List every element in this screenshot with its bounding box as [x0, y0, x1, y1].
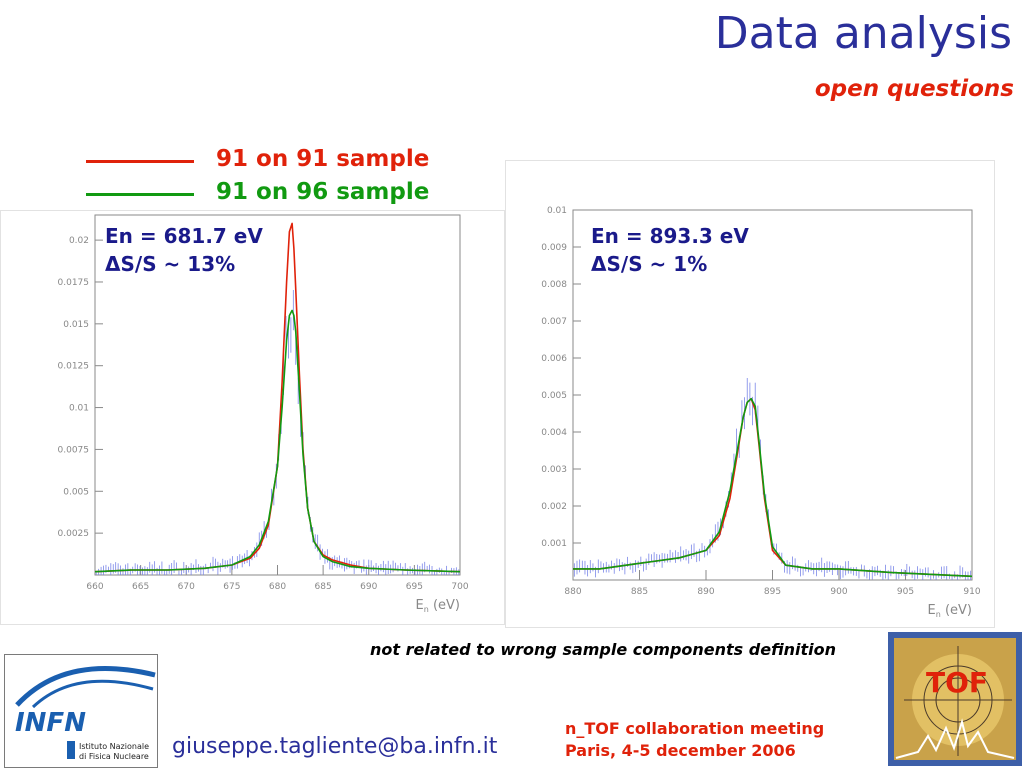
y-tick-label: 0.0025: [58, 529, 90, 539]
ntof-logo: TOF: [888, 632, 1022, 766]
y-tick-label: 0.007: [541, 317, 567, 327]
x-tick-label: 895: [764, 587, 781, 597]
x-tick-label: 665: [132, 582, 149, 592]
x-tick-label: 660: [86, 582, 103, 592]
x-tick-label: 680: [269, 582, 286, 592]
annotation-delta: ΔS/S ~ 13%: [105, 252, 236, 276]
y-tick-label: 0.0125: [58, 362, 90, 372]
annotation-energy: En = 681.7 eV: [105, 224, 263, 248]
ntof-logo-graphic: TOF: [888, 632, 1022, 766]
ntof-logo-text: TOF: [926, 666, 988, 699]
x-tick-label: 910: [963, 587, 980, 597]
author-email: giuseppe.tagliente@ba.infn.it: [172, 734, 498, 759]
series-line-91-on-96: [94, 309, 461, 573]
infn-logo-sub2: di Fisica Nucleare: [79, 752, 149, 761]
infn-logo-sub1: Istituto Nazionale: [79, 742, 149, 751]
chart-panel-frame: [0, 210, 505, 625]
x-tick-label: 675: [223, 582, 240, 592]
x-tick-label: 885: [631, 587, 648, 597]
annotation-energy: En = 893.3 eV: [591, 224, 749, 248]
x-tick-label: 670: [178, 582, 195, 592]
y-tick-label: 0.002: [541, 502, 567, 512]
y-tick-label: 0.0175: [58, 278, 90, 288]
y-tick-label: 0.003: [541, 465, 567, 475]
y-tick-label: 0.008: [541, 280, 567, 290]
infn-logo-text: INFN: [15, 708, 86, 738]
y-tick-label: 0.02: [69, 236, 89, 246]
x-tick-label: 890: [697, 587, 714, 597]
y-tick-label: 0.001: [541, 539, 567, 549]
x-tick-label: 685: [315, 582, 332, 592]
x-axis-label: En (eV): [928, 603, 972, 619]
x-tick-label: 880: [564, 587, 581, 597]
legend-line-red: [86, 160, 194, 163]
x-axis-label: En (eV): [416, 598, 460, 614]
y-tick-label: 0.004: [541, 428, 567, 438]
infn-logo-graphic: INFN Istituto Nazionale di Fisica Nuclea…: [15, 665, 156, 761]
series-line-91-on-96: [573, 397, 973, 578]
annotation-left: En = 681.7 eV ΔS/S ~ 13%: [105, 222, 263, 278]
slide-subtitle: open questions: [814, 76, 1014, 102]
infn-logo: INFN Istituto Nazionale di Fisica Nuclea…: [4, 654, 158, 768]
plot-area: [572, 209, 973, 581]
y-tick-label: 0.015: [63, 320, 89, 330]
y-tick-label: 0.0075: [58, 445, 90, 455]
slide-title: Data analysis: [714, 8, 1012, 59]
x-tick-label: 905: [897, 587, 914, 597]
legend-line-green: [86, 193, 194, 196]
chart-panel-frame: [505, 160, 995, 628]
chart-left: 0.0025 0.005 0.0075 0.01 0.0125 0.015 0.0175 0.…: [0, 210, 505, 625]
x-tick-label: 690: [360, 582, 377, 592]
x-tick-label: 900: [830, 587, 847, 597]
y-tick-label: 0.01: [69, 404, 89, 414]
legend-label: 91 on 96 sample: [216, 179, 430, 205]
legend-label: 91 on 91 sample: [216, 146, 430, 172]
y-tick-label: 0.006: [541, 354, 567, 364]
plot-area: [94, 214, 461, 576]
annotation-delta: ΔS/S ~ 1%: [591, 252, 708, 276]
x-tick-label: 695: [406, 582, 423, 592]
y-tick-label: 0.01: [547, 206, 567, 216]
x-tick-label: 700: [451, 582, 468, 592]
note-text: not related to wrong sample components d…: [370, 640, 837, 659]
chart-right: 0.001 0.002 0.003 0.004 0.005 0.006 0.007 0.008…: [505, 160, 995, 628]
meeting-title: n_TOF collaboration meeting: [565, 719, 825, 738]
y-tick-label: 0.005: [541, 391, 567, 401]
meeting-place-date: Paris, 4-5 december 2006: [565, 741, 796, 760]
meeting-info: n_TOF collaboration meeting Paris, 4-5 d…: [565, 718, 824, 762]
y-tick-label: 0.005: [63, 487, 89, 497]
y-tick-label: 0.009: [541, 243, 567, 253]
annotation-right: En = 893.3 eV ΔS/S ~ 1%: [591, 222, 749, 278]
